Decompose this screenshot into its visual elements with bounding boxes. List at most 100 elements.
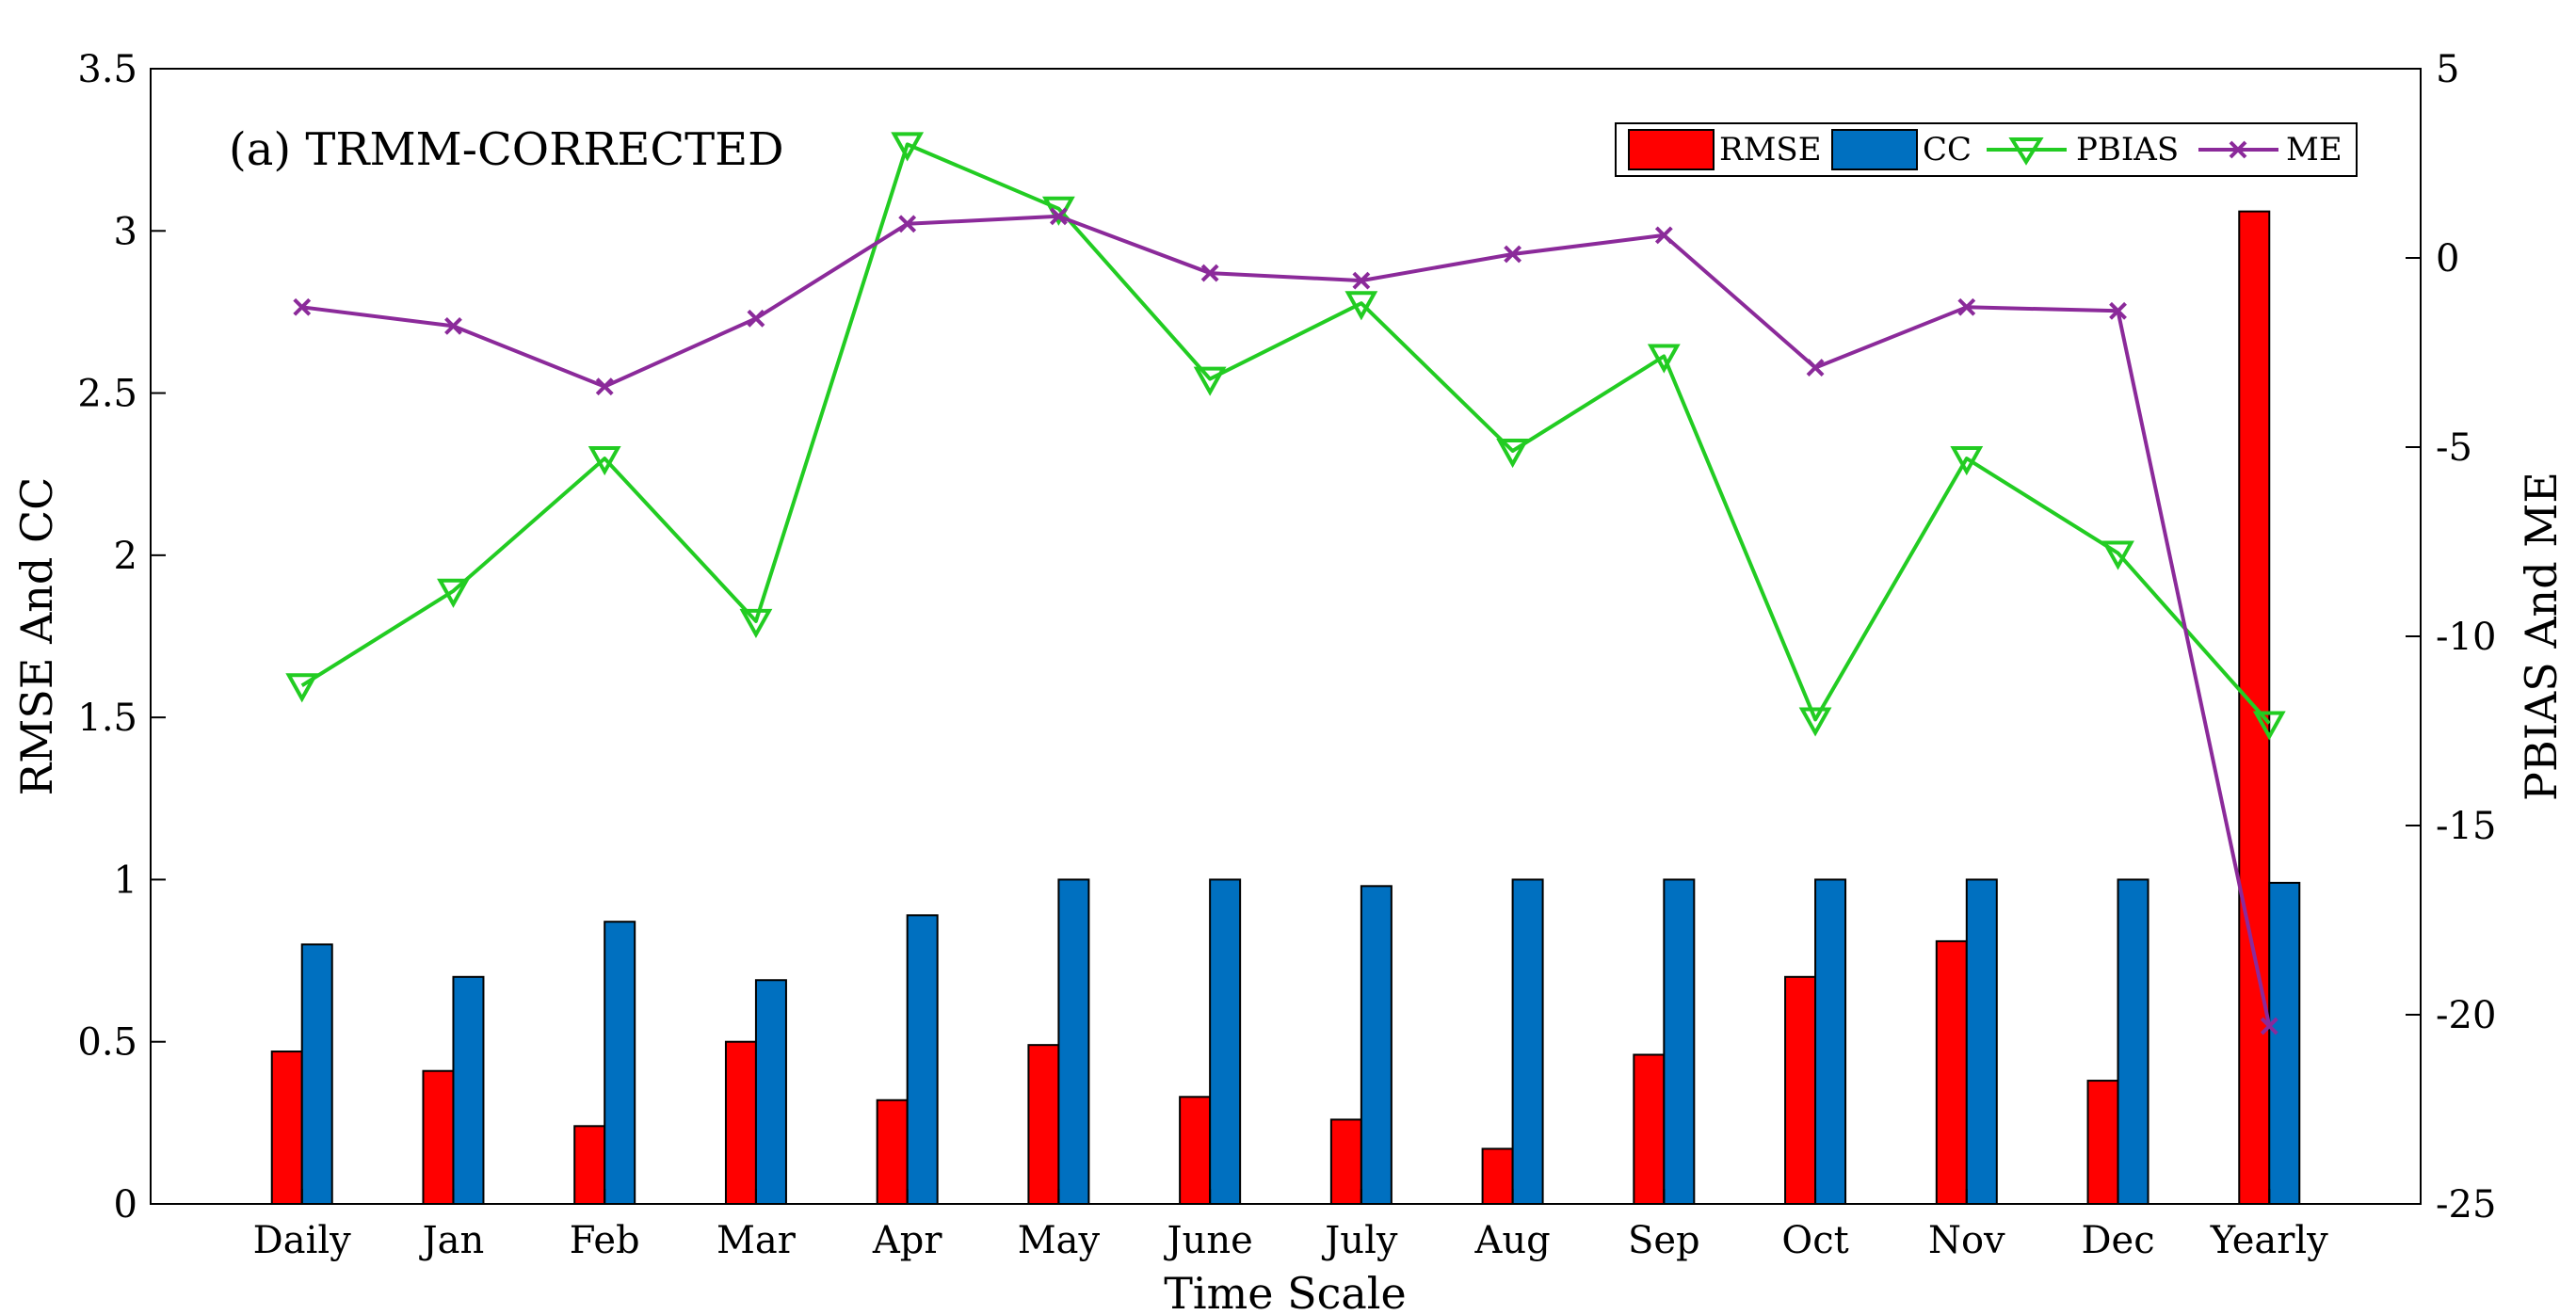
point-me-yearly: [2260, 1017, 2278, 1035]
bar-cc-daily: [300, 943, 333, 1205]
point-pbias-july: [1344, 291, 1378, 321]
bar-rmse-jan: [422, 1069, 455, 1205]
bar-cc-mar: [754, 979, 787, 1206]
bar-rmse-may: [1027, 1044, 1060, 1206]
y2-tick-label: 5: [2436, 48, 2459, 91]
x-tick-label: June: [1164, 1219, 1253, 1262]
point-pbias-mar: [739, 608, 773, 639]
bar-rmse-sep: [1633, 1053, 1666, 1206]
point-me-mar: [747, 309, 765, 328]
x-tick-label: Apr: [872, 1219, 942, 1262]
y2-tick-label: 0: [2436, 237, 2459, 281]
point-pbias-sep: [1647, 344, 1681, 374]
x-tick-label: Sep: [1628, 1219, 1700, 1262]
bar-cc-july: [1360, 885, 1393, 1205]
x-tick-label: Nov: [1928, 1219, 2005, 1262]
point-me-dec: [2109, 301, 2127, 320]
point-pbias-daily: [285, 673, 319, 703]
bar-rmse-nov: [1935, 939, 1968, 1205]
y-tick-label: 1: [114, 858, 137, 902]
x-tick-label: Dec: [2081, 1219, 2154, 1262]
y-tick-label: 2: [114, 535, 137, 578]
point-pbias-aug: [1496, 439, 1530, 469]
bar-rmse-aug: [1481, 1147, 1514, 1205]
bars-layer: [270, 210, 2301, 1206]
legend-label-me: ME: [2286, 131, 2343, 168]
x-tick-label: Aug: [1473, 1219, 1550, 1262]
legend-marker-pbias: [2008, 137, 2044, 166]
x-axis-label: Time Scale: [1164, 1268, 1407, 1315]
x-tick-label: Daily: [253, 1219, 352, 1262]
point-me-nov: [1957, 297, 1976, 316]
y2-tick-label: -5: [2436, 426, 2472, 470]
y-tick-label: 2.5: [77, 373, 137, 416]
point-pbias-nov: [1950, 446, 1984, 476]
bar-cc-yearly: [2268, 881, 2301, 1205]
y-tick-label: 3.5: [77, 48, 137, 91]
bar-cc-dec: [2117, 878, 2149, 1206]
legend-label-cc: CC: [1923, 131, 1972, 168]
x-tick-label: Jan: [419, 1219, 485, 1262]
point-me-july: [1352, 271, 1371, 290]
point-pbias-dec: [2101, 540, 2134, 570]
y-tick-label: 0: [114, 1183, 137, 1227]
x-tick-label: May: [1018, 1219, 1101, 1262]
bar-cc-aug: [1511, 878, 1544, 1206]
bar-rmse-mar: [724, 1040, 757, 1205]
x-tick-label: Yearly: [2210, 1219, 2328, 1262]
chart-annotation: (a) TRMM-CORRECTED: [229, 123, 784, 176]
point-pbias-oct: [1798, 707, 1832, 737]
legend-label-pbias: PBIAS: [2076, 131, 2179, 168]
bar-cc-oct: [1814, 878, 1847, 1206]
point-me-jan: [444, 316, 462, 335]
point-pbias-feb: [588, 446, 621, 476]
x-tick-label: Oct: [1781, 1219, 1848, 1262]
lines-layer: [285, 132, 2286, 1035]
bar-rmse-oct: [1784, 975, 1817, 1206]
legend-label-rmse: RMSE: [1719, 131, 1822, 168]
point-me-apr: [898, 215, 917, 233]
x-ticks: Daily Jan Feb Mar Apr May June July Aug Sep Oct Nov…: [253, 1189, 2328, 1262]
axes-layer: [150, 68, 2422, 1205]
bar-rmse-june: [1179, 1096, 1212, 1205]
bar-cc-may: [1057, 878, 1090, 1206]
y-tick-label: 1.5: [77, 697, 137, 740]
legend: RMSE CC PBIAS ME: [1615, 122, 2358, 177]
bar-rmse-daily: [270, 1050, 303, 1205]
bar-rmse-july: [1329, 1118, 1362, 1205]
point-me-sep: [1654, 226, 1673, 245]
bar-rmse-feb: [573, 1125, 606, 1205]
point-pbias-yearly: [2252, 711, 2286, 741]
bar-rmse-apr: [876, 1099, 909, 1206]
series-line-me: [301, 214, 2272, 1027]
y2-tick-label: -10: [2436, 616, 2496, 659]
point-pbias-jan: [437, 578, 470, 608]
point-me-daily: [293, 297, 312, 316]
bar-cc-june: [1209, 878, 1242, 1206]
bar-cc-sep: [1663, 878, 1696, 1206]
x-tick-label: Mar: [716, 1219, 797, 1262]
point-me-may: [1049, 207, 1068, 226]
legend-swatch-cc: [1831, 129, 1918, 170]
y-tick-label: 3: [114, 210, 137, 253]
y2-axis-label: PBIAS And ME: [2516, 472, 2567, 801]
bar-cc-jan: [452, 975, 485, 1206]
point-me-feb: [595, 377, 614, 396]
y2-tick-label: -20: [2436, 994, 2496, 1037]
y2-tick-label: -15: [2436, 805, 2496, 848]
x-tick-label: July: [1321, 1219, 1398, 1262]
y-ticks: 0 0.5 1 1.5 2 2.5 3 3.5: [77, 48, 166, 1227]
point-pbias-apr: [891, 132, 925, 162]
y2-tick-label: -25: [2436, 1183, 2496, 1227]
point-me-oct: [1806, 359, 1825, 377]
bar-cc-feb: [604, 921, 636, 1205]
y-axis-label: RMSE And CC: [11, 477, 62, 796]
bar-cc-apr: [906, 914, 939, 1205]
point-pbias-june: [1193, 366, 1227, 396]
plot-frame: [150, 68, 2422, 1205]
bar-rmse-dec: [2086, 1080, 2119, 1206]
y2-ticks: -25 -20 -15 -10 -5 0 5: [2406, 48, 2496, 1227]
legend-marker-me: [2229, 140, 2247, 159]
point-me-aug: [1504, 245, 1522, 264]
